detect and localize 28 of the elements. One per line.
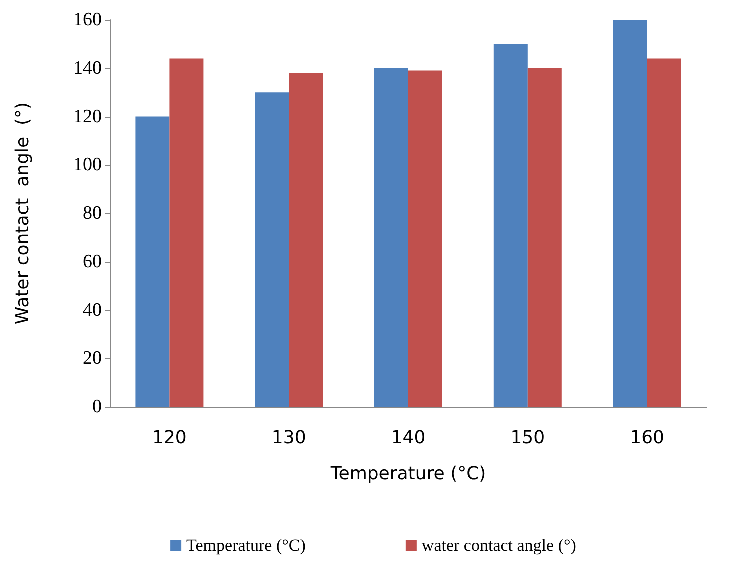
y-tick-label: 0 [92, 396, 102, 418]
y-tick-label: 140 [74, 58, 102, 79]
x-tick-label: 150 [510, 428, 546, 448]
legend-label: water contact angle (°) [422, 536, 576, 555]
y-tick-label: 100 [74, 154, 102, 176]
bar [528, 68, 562, 407]
y-tick-label: 20 [83, 348, 102, 370]
bar [647, 58, 682, 407]
bar [170, 58, 204, 407]
y-tick-label: 40 [83, 300, 102, 321]
y-tick-label: 160 [74, 10, 102, 30]
y-tick-label: 60 [83, 251, 102, 272]
y-tick-label: 80 [83, 203, 102, 224]
y-axis-title: Water contact angle (°) [12, 102, 34, 325]
bar [494, 44, 528, 407]
bar [374, 68, 408, 407]
bar [136, 116, 170, 407]
bar [408, 70, 442, 407]
x-tick-label: 140 [391, 428, 426, 448]
x-tick-label: 130 [272, 428, 306, 448]
bar [613, 20, 648, 407]
x-axis-title: Temperature (°C) [330, 464, 486, 484]
legend-label: Temperature (°C) [186, 536, 306, 555]
x-tick-label: 160 [630, 428, 664, 448]
bar [255, 92, 290, 407]
y-tick-label: 120 [74, 106, 102, 128]
x-tick-label: 120 [152, 428, 187, 448]
bar [289, 73, 324, 407]
